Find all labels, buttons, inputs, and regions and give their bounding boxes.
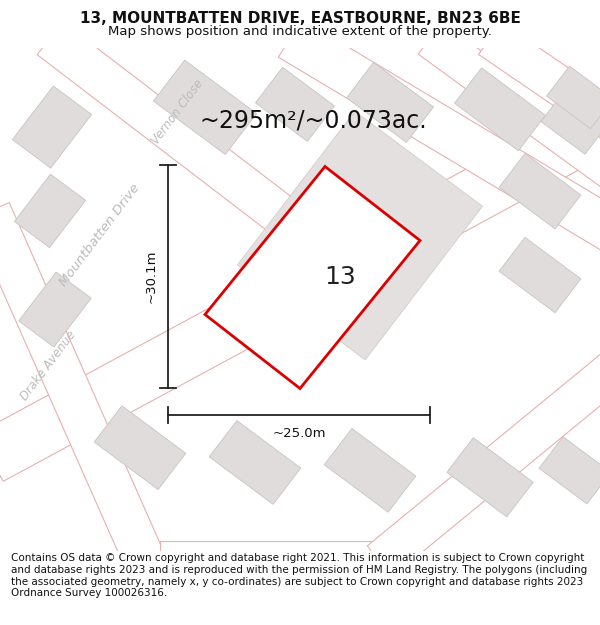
Text: 13: 13 [324,265,356,289]
Polygon shape [19,272,91,347]
Text: Contains OS data © Crown copyright and database right 2021. This information is : Contains OS data © Crown copyright and d… [11,554,587,598]
Polygon shape [347,62,433,142]
Polygon shape [209,421,301,504]
Text: Vernon Close: Vernon Close [149,78,206,147]
Polygon shape [0,98,600,481]
Polygon shape [160,541,380,581]
Polygon shape [13,86,92,168]
Polygon shape [541,90,600,154]
Polygon shape [0,202,164,569]
Polygon shape [205,166,420,389]
Polygon shape [447,438,533,517]
Text: ~30.1m: ~30.1m [145,250,158,303]
Polygon shape [278,19,600,254]
Polygon shape [499,154,581,229]
Polygon shape [479,22,600,143]
Polygon shape [37,22,353,277]
Text: Map shows position and indicative extent of the property.: Map shows position and indicative extent… [108,24,492,38]
Polygon shape [154,60,257,154]
Polygon shape [539,437,600,504]
Polygon shape [455,68,545,151]
Text: Mountbatten Drive: Mountbatten Drive [58,182,143,289]
Polygon shape [499,238,581,312]
Polygon shape [367,349,600,576]
Text: ~25.0m: ~25.0m [272,427,326,440]
Text: ~295m²/~0.073ac.: ~295m²/~0.073ac. [200,108,428,132]
Text: 13, MOUNTBATTEN DRIVE, EASTBOURNE, BN23 6BE: 13, MOUNTBATTEN DRIVE, EASTBOURNE, BN23 … [80,11,520,26]
Polygon shape [547,66,600,129]
Polygon shape [238,111,482,360]
Polygon shape [205,166,420,389]
Polygon shape [94,406,186,489]
Polygon shape [418,22,600,192]
Polygon shape [324,429,416,512]
Polygon shape [256,68,334,141]
Polygon shape [14,174,86,248]
Text: Drake Avenue: Drake Avenue [18,329,78,403]
